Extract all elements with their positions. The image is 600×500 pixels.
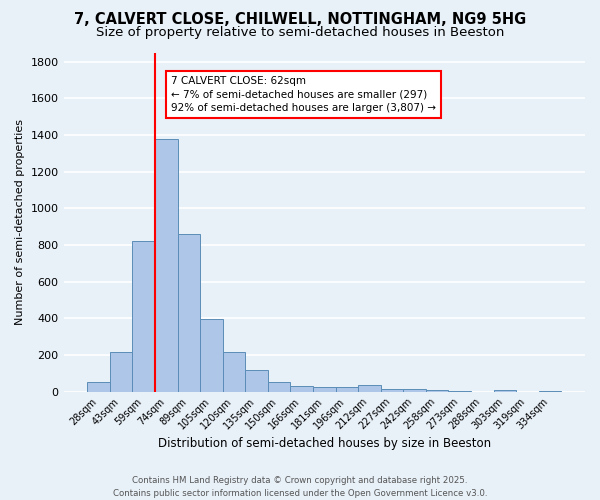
Y-axis label: Number of semi-detached properties: Number of semi-detached properties [15, 119, 25, 325]
X-axis label: Distribution of semi-detached houses by size in Beeston: Distribution of semi-detached houses by … [158, 437, 491, 450]
Bar [87, 382, 110, 392]
Bar [290, 386, 313, 392]
Bar [178, 234, 200, 392]
Bar [313, 387, 335, 392]
Bar [133, 242, 155, 392]
Bar [448, 390, 471, 392]
Bar [200, 319, 223, 392]
Bar [381, 389, 403, 392]
Bar [358, 385, 381, 392]
Text: Size of property relative to semi-detached houses in Beeston: Size of property relative to semi-detach… [96, 26, 504, 39]
Bar [403, 389, 426, 392]
Bar [110, 352, 133, 392]
Bar [335, 387, 358, 392]
Bar [494, 390, 516, 392]
Bar [426, 390, 448, 392]
Bar [268, 382, 290, 392]
Text: 7 CALVERT CLOSE: 62sqm
← 7% of semi-detached houses are smaller (297)
92% of sem: 7 CALVERT CLOSE: 62sqm ← 7% of semi-deta… [171, 76, 436, 112]
Bar [245, 370, 268, 392]
Bar [155, 138, 178, 392]
Bar [539, 390, 561, 392]
Text: Contains HM Land Registry data © Crown copyright and database right 2025.
Contai: Contains HM Land Registry data © Crown c… [113, 476, 487, 498]
Text: 7, CALVERT CLOSE, CHILWELL, NOTTINGHAM, NG9 5HG: 7, CALVERT CLOSE, CHILWELL, NOTTINGHAM, … [74, 12, 526, 28]
Bar [223, 352, 245, 392]
